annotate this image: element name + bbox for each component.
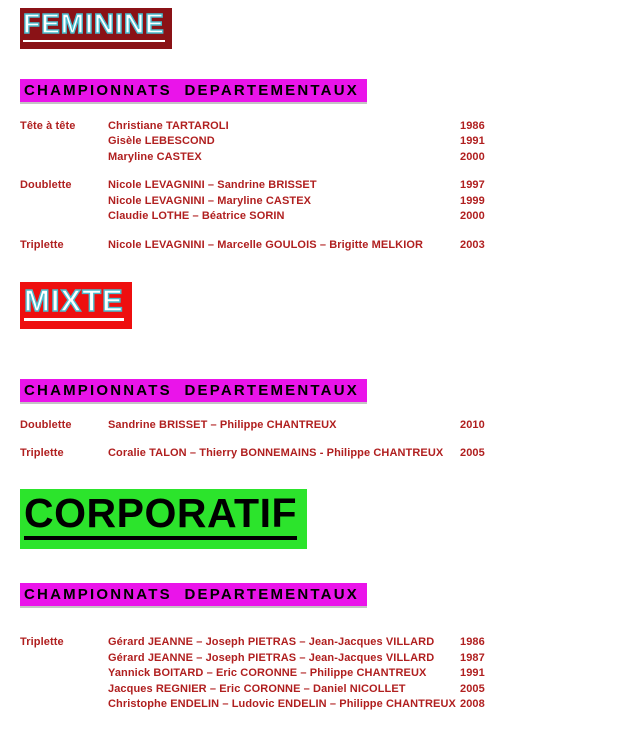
- triplette-group: Triplette Nicole LEVAGNINI – Marcelle GO…: [20, 238, 620, 254]
- winner-names: Gérard JEANNE – Joseph PIETRAS – Jean-Ja…: [108, 651, 435, 664]
- feminine-results-table: Tête à tête Christiane TARTAROLI 1986 Gi…: [20, 119, 620, 254]
- doublette-group: Doublette Sandrine BRISSET – Philippe CH…: [20, 418, 620, 434]
- table-row: Maryline CASTEX 2000: [20, 150, 620, 166]
- winner-year: 1986: [460, 636, 485, 649]
- table-row: Christophe ENDELIN – Ludovic ENDELIN – P…: [20, 697, 620, 713]
- winner-year: 2000: [460, 210, 485, 223]
- winner-names: Nicole LEVAGNINI – Marcelle GOULOIS – Br…: [108, 238, 424, 251]
- feminine-title-text: FEMININE: [22, 9, 165, 42]
- section-feminine: FEMININE CHAMPIONNATS DEPARTEMENTAUX Têt…: [20, 0, 620, 253]
- doublette-group: Doublette Nicole LEVAGNINI – Sandrine BR…: [20, 178, 620, 225]
- triplette-group: Triplette Coralie TALON – Thierry BONNEM…: [20, 446, 620, 462]
- category-label: Triplette: [20, 636, 64, 649]
- winner-names: Coralie TALON – Thierry BONNEMAINS - Phi…: [108, 447, 444, 460]
- corporatif-title-text: CORPORATIF: [24, 492, 298, 541]
- championnats-departementaux-header: CHAMPIONNATS DEPARTEMENTAUX: [20, 583, 367, 607]
- tete-a-tete-group: Tête à tête Christiane TARTAROLI 1986 Gi…: [20, 119, 620, 166]
- winner-year: 2008: [460, 698, 485, 711]
- winner-names: Christiane TARTAROLI: [108, 119, 229, 132]
- section-corporatif: CORPORATIF CHAMPIONNATS DEPARTEMENTAUX T…: [20, 462, 620, 713]
- mixte-title-text: MIXTE: [23, 284, 124, 321]
- winner-year: 2003: [460, 238, 485, 251]
- table-row: Yannick BOITARD – Eric CORONNE – Philipp…: [20, 666, 620, 682]
- table-row: Gérard JEANNE – Joseph PIETRAS – Jean-Ja…: [20, 651, 620, 667]
- winner-year: 1999: [460, 194, 485, 207]
- winner-names: Maryline CASTEX: [108, 150, 202, 163]
- winner-year: 2010: [460, 418, 485, 431]
- table-row: Tête à tête Christiane TARTAROLI 1986: [20, 119, 620, 135]
- winner-year: 1986: [460, 119, 485, 132]
- winner-year: 1997: [460, 179, 485, 192]
- category-label: Tête à tête: [20, 119, 76, 132]
- winner-names: Jacques REGNIER – Eric CORONNE – Daniel …: [108, 682, 406, 695]
- section-mixte: MIXTE CHAMPIONNATS DEPARTEMENTAUX Double…: [20, 253, 620, 462]
- championnats-departementaux-header: CHAMPIONNATS DEPARTEMENTAUX: [20, 378, 367, 402]
- winner-names: Christophe ENDELIN – Ludovic ENDELIN – P…: [108, 698, 456, 711]
- mixte-title-banner: MIXTE: [20, 282, 132, 329]
- table-row: Triplette Coralie TALON – Thierry BONNEM…: [20, 446, 620, 462]
- feminine-title-banner: FEMININE: [20, 8, 172, 49]
- winner-year: 1991: [460, 667, 485, 680]
- corporatif-results-table: Triplette Gérard JEANNE – Joseph PIETRAS…: [20, 635, 620, 713]
- table-row: Claudie LOTHE – Béatrice SORIN 2000: [20, 209, 620, 225]
- winner-names: Nicole LEVAGNINI – Sandrine BRISSET: [108, 179, 317, 192]
- triplette-group: Triplette Gérard JEANNE – Joseph PIETRAS…: [20, 635, 620, 713]
- corporatif-title-banner: CORPORATIF: [20, 488, 308, 550]
- winner-year: 2005: [460, 682, 485, 695]
- table-row: Gisèle LEBESCOND 1991: [20, 134, 620, 150]
- winner-year: 1991: [460, 135, 485, 148]
- winner-year: 2000: [460, 150, 485, 163]
- table-row: Doublette Sandrine BRISSET – Philippe CH…: [20, 418, 620, 434]
- winner-year: 1987: [460, 651, 485, 664]
- winner-names: Yannick BOITARD – Eric CORONNE – Philipp…: [108, 667, 427, 680]
- winner-names: Gisèle LEBESCOND: [108, 135, 215, 148]
- table-row: Nicole LEVAGNINI – Maryline CASTEX 1999: [20, 194, 620, 210]
- table-row: Triplette Gérard JEANNE – Joseph PIETRAS…: [20, 635, 620, 651]
- winner-names: Claudie LOTHE – Béatrice SORIN: [108, 210, 285, 223]
- winner-names: Gérard JEANNE – Joseph PIETRAS – Jean-Ja…: [108, 636, 435, 649]
- category-label: Triplette: [20, 238, 64, 251]
- table-row: Jacques REGNIER – Eric CORONNE – Daniel …: [20, 682, 620, 698]
- mixte-results-table: Doublette Sandrine BRISSET – Philippe CH…: [20, 418, 620, 462]
- winner-names: Sandrine BRISSET – Philippe CHANTREUX: [108, 418, 337, 431]
- category-label: Triplette: [20, 447, 64, 460]
- championnats-departementaux-header: CHAMPIONNATS DEPARTEMENTAUX: [20, 78, 367, 102]
- category-label: Doublette: [20, 179, 72, 192]
- winner-names: Nicole LEVAGNINI – Maryline CASTEX: [108, 194, 312, 207]
- table-row: Doublette Nicole LEVAGNINI – Sandrine BR…: [20, 178, 620, 194]
- category-label: Doublette: [20, 418, 72, 431]
- table-row: Triplette Nicole LEVAGNINI – Marcelle GO…: [20, 238, 620, 254]
- winner-year: 2005: [460, 447, 485, 460]
